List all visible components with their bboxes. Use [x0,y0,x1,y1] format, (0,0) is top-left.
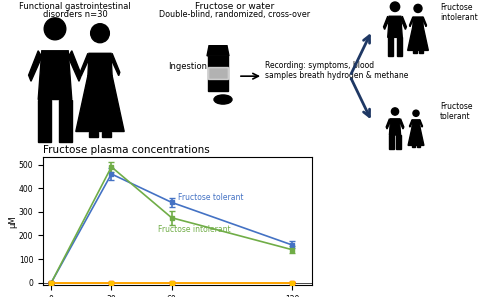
Polygon shape [38,99,51,142]
Polygon shape [388,37,394,56]
Text: Double-blind, randomized, cross-over: Double-blind, randomized, cross-over [159,10,311,19]
Polygon shape [89,132,98,137]
Text: Recording: symptoms, blood
samples breath hydrogen & methane: Recording: symptoms, blood samples breat… [265,61,408,80]
Polygon shape [88,53,112,76]
Text: Fructose: Fructose [440,102,472,110]
Polygon shape [389,119,401,135]
Polygon shape [389,135,394,149]
Polygon shape [413,17,423,26]
Text: disorders n=30: disorders n=30 [43,10,108,19]
Polygon shape [386,119,391,129]
Ellipse shape [214,95,232,104]
Text: tolerant: tolerant [440,112,470,121]
Text: intolerant: intolerant [440,13,478,22]
Circle shape [413,110,419,116]
Circle shape [391,108,398,115]
Polygon shape [412,120,420,127]
Polygon shape [80,53,89,76]
Circle shape [44,18,66,40]
Polygon shape [423,17,426,26]
Circle shape [390,2,400,12]
Text: Fructose intolerant: Fructose intolerant [157,225,230,234]
Polygon shape [417,146,420,147]
Polygon shape [388,16,402,37]
Circle shape [91,24,109,43]
Polygon shape [399,119,404,129]
Polygon shape [409,17,413,26]
Circle shape [414,4,422,12]
Polygon shape [208,67,228,79]
Polygon shape [413,50,417,53]
Text: Fructose: Fructose [440,3,472,12]
Polygon shape [419,50,423,53]
Polygon shape [420,120,422,127]
Polygon shape [408,127,424,146]
Polygon shape [408,26,428,50]
Polygon shape [102,132,111,137]
Polygon shape [409,120,412,127]
Polygon shape [29,51,42,81]
Polygon shape [76,76,124,132]
Text: Fructose or water: Fructose or water [195,2,275,11]
Polygon shape [208,56,228,91]
Polygon shape [111,53,120,76]
Polygon shape [207,46,229,56]
Polygon shape [68,51,82,81]
Polygon shape [59,99,72,142]
Text: Functional gastrointestinal: Functional gastrointestinal [19,2,131,11]
Text: Fructose tolerant: Fructose tolerant [178,193,243,202]
Y-axis label: µM: µM [9,215,17,228]
Text: Ingestion: Ingestion [168,61,207,70]
Polygon shape [384,16,389,29]
Polygon shape [396,37,402,56]
Polygon shape [401,16,407,29]
Polygon shape [396,135,401,149]
Text: Fructose plasma concentrations: Fructose plasma concentrations [43,145,210,155]
Polygon shape [412,146,415,147]
Polygon shape [38,51,72,99]
